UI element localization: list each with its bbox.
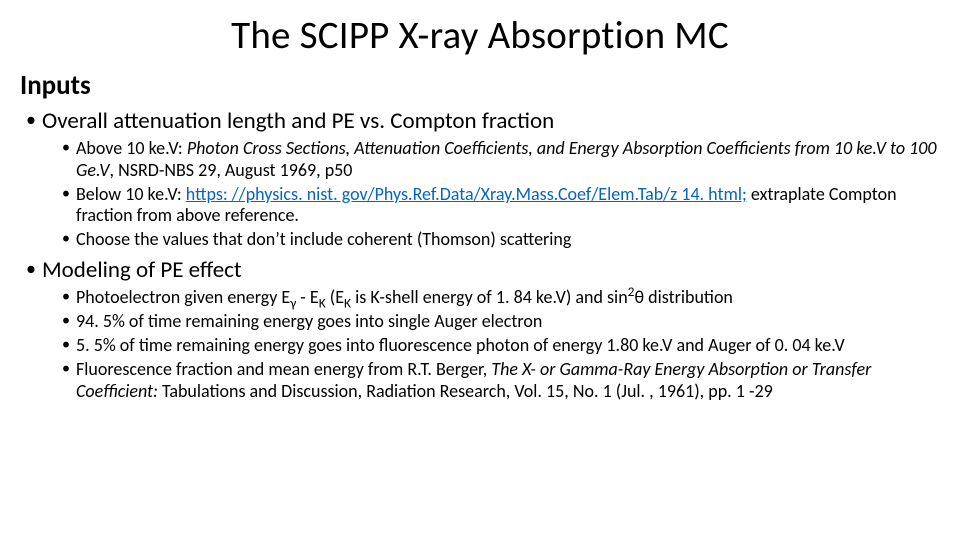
text-run: (E — [326, 286, 344, 308]
text-run: - E — [296, 286, 318, 308]
section1-heading: Overall attenuation length and PE vs. Co… — [24, 108, 940, 251]
list-item: Fluorescence fraction and mean energy fr… — [60, 359, 940, 403]
inputs-heading: Inputs — [20, 69, 940, 102]
text-run: Below 10 ke.V: — [76, 183, 186, 205]
section1-sublist: Above 10 ke.V: Photon Cross Sections, At… — [60, 138, 940, 252]
text-run: 5. 5% of time remaining energy goes into… — [76, 334, 845, 356]
section2-heading-text: Modeling of PE effect — [42, 256, 242, 284]
text-run: Above 10 ke.V: — [76, 137, 187, 159]
top-list: Overall attenuation length and PE vs. Co… — [24, 108, 940, 403]
section2-sublist: Photoelectron given energy Eγ - EK (EK i… — [60, 287, 940, 403]
list-item: 5. 5% of time remaining energy goes into… — [60, 335, 940, 357]
section2-heading: Modeling of PE effect Photoelectron give… — [24, 257, 940, 402]
nist-link[interactable]: https: //physics. nist. gov/Phys.Ref.Dat… — [186, 183, 747, 205]
text-run: is K-shell energy of 1. 84 ke.V) and sin — [351, 286, 628, 308]
text-run: , NSRD-NBS 29, August 1969, p50 — [110, 159, 353, 181]
superscript: 2 — [628, 283, 635, 300]
text-run: Fluorescence fraction and mean energy fr… — [76, 358, 491, 380]
text-run: Photoelectron given energy E — [76, 286, 290, 308]
text-run: θ distribution — [635, 286, 733, 308]
text-run: Tabulations and Discussion, Radiation Re… — [158, 380, 773, 402]
list-item: 94. 5% of time remaining energy goes int… — [60, 311, 940, 333]
text-run: 94. 5% of time remaining energy goes int… — [76, 310, 542, 332]
slide-title: The SCIPP X-ray Absorption MC — [20, 12, 940, 59]
section1-heading-text: Overall attenuation length and PE vs. Co… — [42, 107, 554, 135]
text-run: Choose the values that don’t include coh… — [76, 228, 571, 250]
list-item: Above 10 ke.V: Photon Cross Sections, At… — [60, 138, 940, 182]
list-item: Photoelectron given energy Eγ - EK (EK i… — [60, 287, 940, 309]
list-item: Below 10 ke.V: https: //physics. nist. g… — [60, 184, 940, 228]
list-item: Choose the values that don’t include coh… — [60, 229, 940, 251]
slide: The SCIPP X-ray Absorption MC Inputs Ove… — [0, 0, 960, 540]
